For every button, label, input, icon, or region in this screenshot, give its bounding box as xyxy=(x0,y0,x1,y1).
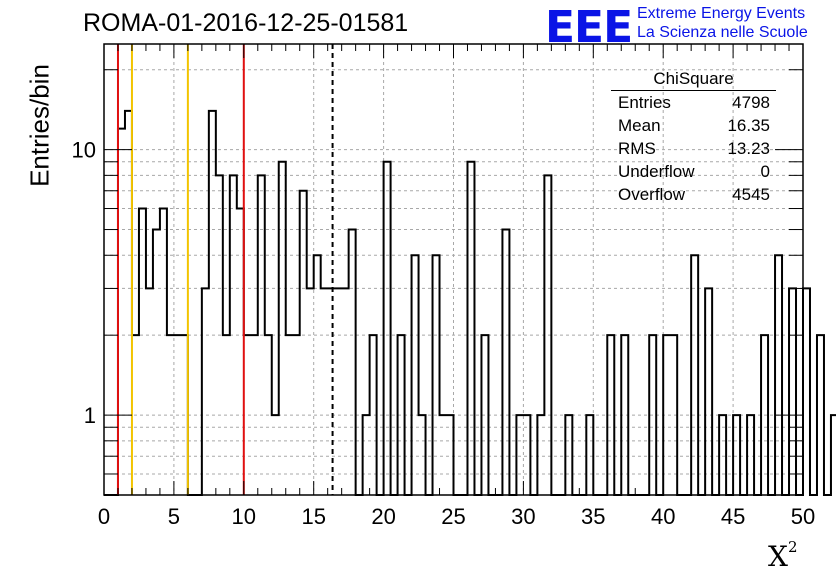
x-tick-label: 20 xyxy=(371,504,395,529)
x-tick-label: 15 xyxy=(301,504,325,529)
stats-label: Entries xyxy=(618,93,671,112)
x-tick-label: 30 xyxy=(511,504,535,529)
stats-value: 4545 xyxy=(732,185,770,204)
stats-row-overflow: Overflow 4545 xyxy=(611,183,776,206)
logo-text: Extreme Energy Events La Scienza nelle S… xyxy=(637,4,808,42)
chart-title: ROMA-01-2016-12-25-01581 xyxy=(83,9,409,37)
x-axis-label-main: X xyxy=(768,540,788,573)
stats-value: 16.35 xyxy=(727,116,770,135)
x-tick-label: 25 xyxy=(441,504,465,529)
stats-label: Mean xyxy=(618,116,661,135)
stats-value: 4798 xyxy=(732,93,770,112)
x-axis-label-superscript: 2 xyxy=(787,538,798,556)
x-axis-label: X2 xyxy=(768,538,797,573)
stats-value: 13.23 xyxy=(727,139,770,158)
x-tick-label: 45 xyxy=(721,504,745,529)
x-tick-label: 5 xyxy=(168,504,180,529)
stats-row-rms: RMS 13.23 xyxy=(611,137,776,160)
stats-row-entries: Entries 4798 xyxy=(611,91,776,114)
stats-box: ChiSquare Entries 4798 Mean 16.35 RMS 13.23… xyxy=(611,68,776,206)
y-tick-label: 1 xyxy=(84,403,96,428)
y-axis-label: Entries/bin xyxy=(24,64,55,187)
stats-value: 0 xyxy=(760,162,770,181)
logo-line-1: Extreme Energy Events xyxy=(637,5,806,22)
eee-logo: EEE xyxy=(545,2,633,53)
x-tick-label: 50 xyxy=(791,504,815,529)
stats-row-underflow: Underflow 0 xyxy=(611,160,776,183)
logo-line-2: La Scienza nelle Scuole xyxy=(637,24,808,41)
y-tick-label: 10 xyxy=(72,138,96,163)
x-tick-label: 40 xyxy=(651,504,675,529)
stats-label: Underflow xyxy=(618,162,695,181)
stats-label: RMS xyxy=(618,139,656,158)
x-tick-label: 10 xyxy=(232,504,256,529)
x-tick-label: 0 xyxy=(98,504,110,529)
stats-title: ChiSquare xyxy=(611,68,776,91)
stats-label: Overflow xyxy=(618,185,686,204)
stats-row-mean: Mean 16.35 xyxy=(611,114,776,137)
x-tick-label: 35 xyxy=(581,504,605,529)
